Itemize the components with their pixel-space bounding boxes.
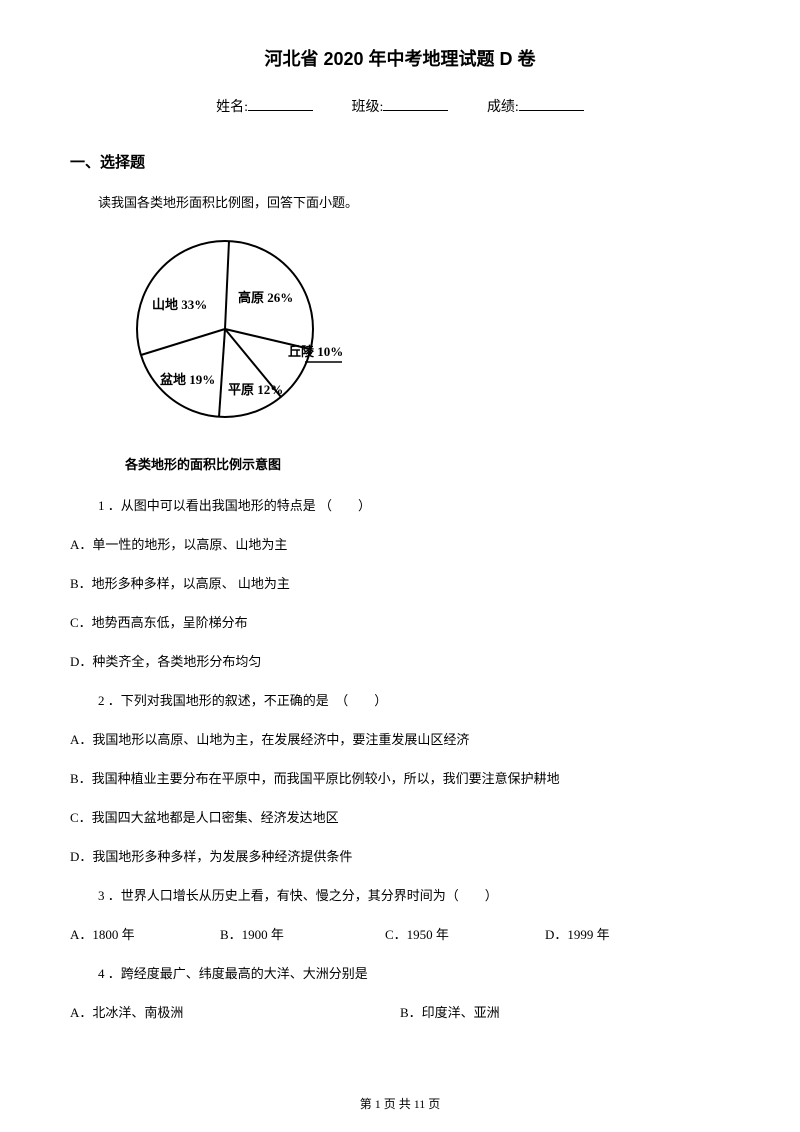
document-title: 河北省 2020 年中考地理试题 D 卷	[70, 45, 730, 71]
question-2-option-c: C．我国四大盆地都是人口密集、经济发达地区	[70, 807, 730, 826]
pie-chart-container: 山地 33% 高原 26% 丘陵 10% 平原 12% 盆地 19%	[110, 229, 730, 439]
question-3-option-d: D．1999 年	[545, 924, 610, 943]
question-1-option-b: B．地形多种多样，以高原、 山地为主	[70, 573, 730, 592]
question-3-option-a: A．1800 年	[70, 924, 220, 943]
class-label: 班级:	[352, 96, 384, 116]
chart-caption: 各类地形的面积比例示意图	[125, 454, 730, 473]
student-info-line: 姓名: 班级: 成绩:	[70, 96, 730, 116]
question-4-text: 4 ．跨经度最广、纬度最高的大洋、大洲分别是	[98, 963, 730, 982]
question-1-option-a: A．单一性的地形，以高原、山地为主	[70, 534, 730, 553]
name-blank	[248, 110, 313, 111]
question-3-option-c: C．1950 年	[385, 924, 545, 943]
pie-chart-svg: 山地 33% 高原 26% 丘陵 10% 平原 12% 盆地 19%	[110, 229, 350, 434]
question-4-option-b: B．印度洋、亚洲	[400, 1002, 730, 1021]
question-2-option-d: D．我国地形多种多样，为发展多种经济提供条件	[70, 846, 730, 865]
question-3-text: 3 ．世界人口增长从历史上看，有快、慢之分，其分界时间为（ ）	[98, 885, 730, 904]
page-footer: 第 1 页 共 11 页	[0, 1095, 800, 1112]
class-blank	[383, 110, 448, 111]
question-4-options: A．北冰洋、南极洲 B．印度洋、亚洲	[70, 1002, 730, 1021]
pie-label-qiuling: 丘陵 10%	[288, 344, 343, 359]
question-3-options: A．1800 年 B．1900 年 C．1950 年 D．1999 年	[70, 924, 730, 943]
question-2-text: 2 ．下列对我国地形的叙述，不正确的是 （ ）	[98, 690, 730, 709]
question-4-option-a: A．北冰洋、南极洲	[70, 1002, 400, 1021]
question-1-option-c: C．地势西高东低，呈阶梯分布	[70, 612, 730, 631]
name-label: 姓名:	[216, 96, 248, 116]
question-2-option-a: A．我国地形以高原、山地为主，在发展经济中，要注重发展山区经济	[70, 729, 730, 748]
question-3-option-b: B．1900 年	[220, 924, 385, 943]
section-header: 一、选择题	[70, 151, 730, 172]
pie-label-gaoyuan: 高原 26%	[238, 290, 293, 305]
question-2-option-b: B．我国种植业主要分布在平原中，而我国平原比例较小，所以，我们要注意保护耕地	[70, 768, 730, 787]
instruction-text: 读我国各类地形面积比例图，回答下面小题。	[98, 192, 730, 211]
pie-label-pendi: 盆地 19%	[159, 372, 215, 387]
question-1-text: 1 ．从图中可以看出我国地形的特点是 （ ）	[98, 495, 730, 514]
pie-label-pingyuan: 平原 12%	[228, 382, 283, 397]
score-blank	[519, 110, 584, 111]
score-label: 成绩:	[487, 96, 519, 116]
question-1-option-d: D．种类齐全，各类地形分布均匀	[70, 651, 730, 670]
pie-label-shandi: 山地 33%	[152, 297, 207, 312]
